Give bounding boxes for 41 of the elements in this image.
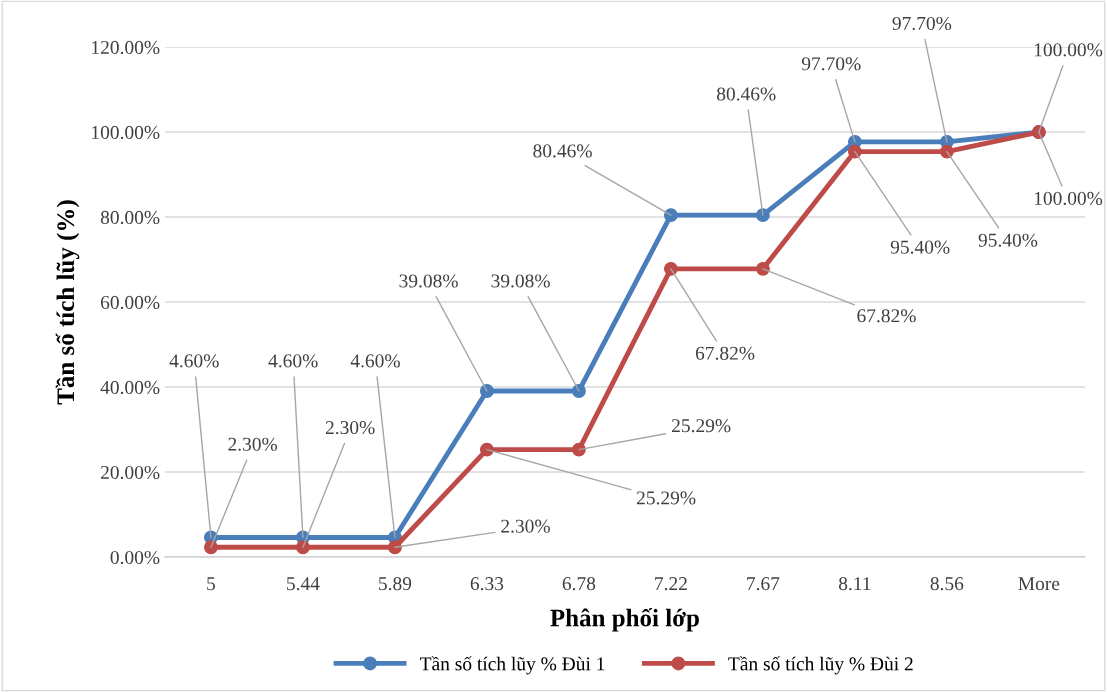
data-label: 39.08% bbox=[399, 274, 458, 288]
data-label: 4.60% bbox=[169, 354, 219, 368]
x-tick-label: 5.44 bbox=[287, 577, 320, 591]
y-tick-label: 80.00% bbox=[100, 210, 160, 225]
data-label: 4.60% bbox=[268, 354, 318, 368]
y-tick-label: 40.00% bbox=[100, 380, 160, 395]
data-label: 67.82% bbox=[857, 309, 916, 323]
data-label: 4.60% bbox=[350, 354, 400, 368]
data-label: 95.40% bbox=[890, 240, 950, 254]
y-tick-label: 20.00% bbox=[100, 465, 160, 480]
data-label: 97.70% bbox=[801, 57, 861, 71]
data-label: 39.08% bbox=[491, 274, 550, 288]
data-label: 80.46% bbox=[716, 87, 776, 101]
legend-label: Tần số tích lũy % Đùi 1 bbox=[420, 656, 605, 675]
data-label: 25.29% bbox=[672, 419, 731, 433]
y-tick-label: 0.00% bbox=[110, 550, 160, 565]
data-label: 25.29% bbox=[636, 491, 696, 505]
x-tick-label: 7.67 bbox=[747, 577, 780, 591]
data-label: 2.30% bbox=[228, 437, 278, 451]
data-label: 95.40% bbox=[978, 233, 1038, 247]
x-tick-label: More bbox=[1018, 577, 1060, 591]
y-tick-label: 60.00% bbox=[100, 295, 160, 310]
data-label: 100.00% bbox=[1034, 191, 1103, 206]
x-tick-label: 6.33 bbox=[470, 577, 504, 591]
data-label: 100.00% bbox=[1034, 43, 1103, 57]
x-axis-title: Phân phối lớp bbox=[550, 608, 699, 632]
x-tick-label: 7.22 bbox=[655, 577, 687, 591]
data-label: 2.30% bbox=[501, 519, 550, 533]
data-label: 80.46% bbox=[533, 144, 592, 158]
x-tick-label: 6.78 bbox=[562, 577, 596, 591]
x-tick-label: 5.89 bbox=[379, 577, 412, 591]
legend-label: Tần số tích lũy % Đùi 2 bbox=[728, 656, 913, 675]
y-tick-label: 120.00% bbox=[92, 40, 160, 55]
data-label: 97.70% bbox=[892, 16, 952, 31]
data-label: 2.30% bbox=[325, 420, 375, 435]
data-label: 67.82% bbox=[695, 346, 755, 360]
y-tick-label: 100.00% bbox=[92, 125, 160, 140]
x-tick-label: 8.11 bbox=[838, 577, 871, 591]
y-axis-title: Tần số tích lũy (%) bbox=[55, 200, 80, 405]
x-tick-label: 5 bbox=[207, 577, 216, 591]
x-tick-label: 8.56 bbox=[930, 577, 964, 591]
